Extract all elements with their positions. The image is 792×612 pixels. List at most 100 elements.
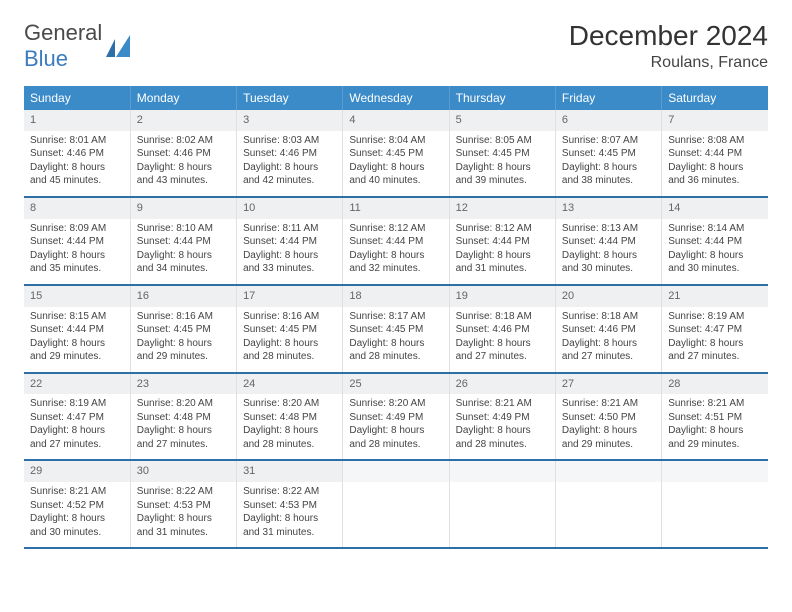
daylight-text: Daylight: 8 hours xyxy=(668,337,762,351)
day-cell: Sunrise: 8:05 AMSunset: 4:45 PMDaylight:… xyxy=(449,131,555,197)
day-cell: Sunrise: 8:07 AMSunset: 4:45 PMDaylight:… xyxy=(555,131,661,197)
day-number-cell: 13 xyxy=(555,197,661,219)
daylight-text: and 31 minutes. xyxy=(137,526,230,540)
brand-logo: General Blue xyxy=(24,20,134,72)
weekday-header: Thursday xyxy=(449,86,555,110)
day-cell: Sunrise: 8:17 AMSunset: 4:45 PMDaylight:… xyxy=(343,307,449,373)
day-cell: Sunrise: 8:04 AMSunset: 4:45 PMDaylight:… xyxy=(343,131,449,197)
day-number-cell: 23 xyxy=(130,373,236,395)
daylight-text: Daylight: 8 hours xyxy=(30,424,124,438)
daylight-text: and 28 minutes. xyxy=(243,350,336,364)
sunrise-text: Sunrise: 8:21 AM xyxy=(562,397,655,411)
weekday-header-row: Sunday Monday Tuesday Wednesday Thursday… xyxy=(24,86,768,110)
sunset-text: Sunset: 4:44 PM xyxy=(30,323,124,337)
day-number-cell: 28 xyxy=(662,373,768,395)
sunset-text: Sunset: 4:44 PM xyxy=(562,235,655,249)
sunrise-text: Sunrise: 8:22 AM xyxy=(243,485,336,499)
daylight-text: Daylight: 8 hours xyxy=(562,249,655,263)
weekday-header: Tuesday xyxy=(237,86,343,110)
sunrise-text: Sunrise: 8:21 AM xyxy=(668,397,762,411)
day-cell: Sunrise: 8:21 AMSunset: 4:49 PMDaylight:… xyxy=(449,394,555,460)
daylight-text: Daylight: 8 hours xyxy=(30,249,124,263)
week-row: Sunrise: 8:09 AMSunset: 4:44 PMDaylight:… xyxy=(24,219,768,285)
daylight-text: Daylight: 8 hours xyxy=(456,424,549,438)
daylight-text: Daylight: 8 hours xyxy=(243,424,336,438)
day-number-cell: 22 xyxy=(24,373,130,395)
sunset-text: Sunset: 4:48 PM xyxy=(137,411,230,425)
daylight-text: and 27 minutes. xyxy=(456,350,549,364)
title-block: December 2024 Roulans, France xyxy=(569,20,768,72)
daylight-text: and 32 minutes. xyxy=(349,262,442,276)
day-number-cell: 14 xyxy=(662,197,768,219)
daylight-text: Daylight: 8 hours xyxy=(243,249,336,263)
sunset-text: Sunset: 4:45 PM xyxy=(243,323,336,337)
day-number-cell xyxy=(662,460,768,482)
sunset-text: Sunset: 4:46 PM xyxy=(562,323,655,337)
day-number-cell: 7 xyxy=(662,110,768,131)
sunrise-text: Sunrise: 8:21 AM xyxy=(30,485,124,499)
day-cell: Sunrise: 8:22 AMSunset: 4:53 PMDaylight:… xyxy=(130,482,236,548)
day-number-cell: 11 xyxy=(343,197,449,219)
daylight-text: Daylight: 8 hours xyxy=(137,512,230,526)
day-number-cell: 2 xyxy=(130,110,236,131)
calendar-page: General Blue December 2024 Roulans, Fran… xyxy=(0,0,792,569)
day-cell: Sunrise: 8:21 AMSunset: 4:52 PMDaylight:… xyxy=(24,482,130,548)
sunrise-text: Sunrise: 8:03 AM xyxy=(243,134,336,148)
daylight-text: and 29 minutes. xyxy=(668,438,762,452)
daylight-text: and 34 minutes. xyxy=(137,262,230,276)
day-number-row: 1234567 xyxy=(24,110,768,131)
week-row: Sunrise: 8:21 AMSunset: 4:52 PMDaylight:… xyxy=(24,482,768,548)
daylight-text: and 27 minutes. xyxy=(30,438,124,452)
sunrise-text: Sunrise: 8:05 AM xyxy=(456,134,549,148)
daylight-text: Daylight: 8 hours xyxy=(349,161,442,175)
sunset-text: Sunset: 4:45 PM xyxy=(137,323,230,337)
sunset-text: Sunset: 4:46 PM xyxy=(30,147,124,161)
day-number-cell: 5 xyxy=(449,110,555,131)
day-number-cell: 21 xyxy=(662,285,768,307)
daylight-text: Daylight: 8 hours xyxy=(562,337,655,351)
day-cell: Sunrise: 8:18 AMSunset: 4:46 PMDaylight:… xyxy=(449,307,555,373)
sunrise-text: Sunrise: 8:21 AM xyxy=(456,397,549,411)
sunset-text: Sunset: 4:49 PM xyxy=(349,411,442,425)
day-cell: Sunrise: 8:08 AMSunset: 4:44 PMDaylight:… xyxy=(662,131,768,197)
sunrise-text: Sunrise: 8:20 AM xyxy=(137,397,230,411)
daylight-text: and 31 minutes. xyxy=(243,526,336,540)
sunset-text: Sunset: 4:47 PM xyxy=(30,411,124,425)
sunset-text: Sunset: 4:50 PM xyxy=(562,411,655,425)
sunset-text: Sunset: 4:44 PM xyxy=(137,235,230,249)
daylight-text: and 43 minutes. xyxy=(137,174,230,188)
daylight-text: Daylight: 8 hours xyxy=(562,161,655,175)
brand-text: General Blue xyxy=(24,20,102,72)
daylight-text: and 38 minutes. xyxy=(562,174,655,188)
sunrise-text: Sunrise: 8:15 AM xyxy=(30,310,124,324)
day-cell: Sunrise: 8:13 AMSunset: 4:44 PMDaylight:… xyxy=(555,219,661,285)
sunset-text: Sunset: 4:45 PM xyxy=(349,147,442,161)
daylight-text: and 33 minutes. xyxy=(243,262,336,276)
daylight-text: and 28 minutes. xyxy=(243,438,336,452)
sunrise-text: Sunrise: 8:11 AM xyxy=(243,222,336,236)
daylight-text: and 28 minutes. xyxy=(349,438,442,452)
sunrise-text: Sunrise: 8:20 AM xyxy=(243,397,336,411)
sunset-text: Sunset: 4:47 PM xyxy=(668,323,762,337)
day-number-cell: 18 xyxy=(343,285,449,307)
daylight-text: Daylight: 8 hours xyxy=(668,249,762,263)
day-number-cell xyxy=(343,460,449,482)
day-number-cell: 10 xyxy=(237,197,343,219)
sunrise-text: Sunrise: 8:22 AM xyxy=(137,485,230,499)
week-row: Sunrise: 8:01 AMSunset: 4:46 PMDaylight:… xyxy=(24,131,768,197)
daylight-text: and 27 minutes. xyxy=(137,438,230,452)
sunset-text: Sunset: 4:53 PM xyxy=(243,499,336,513)
day-cell xyxy=(662,482,768,548)
day-number-cell: 26 xyxy=(449,373,555,395)
sunrise-text: Sunrise: 8:19 AM xyxy=(30,397,124,411)
day-number-cell: 15 xyxy=(24,285,130,307)
day-number-row: 22232425262728 xyxy=(24,373,768,395)
sunrise-text: Sunrise: 8:04 AM xyxy=(349,134,442,148)
day-number-cell: 30 xyxy=(130,460,236,482)
daylight-text: Daylight: 8 hours xyxy=(349,249,442,263)
sunrise-text: Sunrise: 8:14 AM xyxy=(668,222,762,236)
daylight-text: Daylight: 8 hours xyxy=(456,161,549,175)
day-cell: Sunrise: 8:16 AMSunset: 4:45 PMDaylight:… xyxy=(130,307,236,373)
sunset-text: Sunset: 4:46 PM xyxy=(243,147,336,161)
week-row: Sunrise: 8:19 AMSunset: 4:47 PMDaylight:… xyxy=(24,394,768,460)
